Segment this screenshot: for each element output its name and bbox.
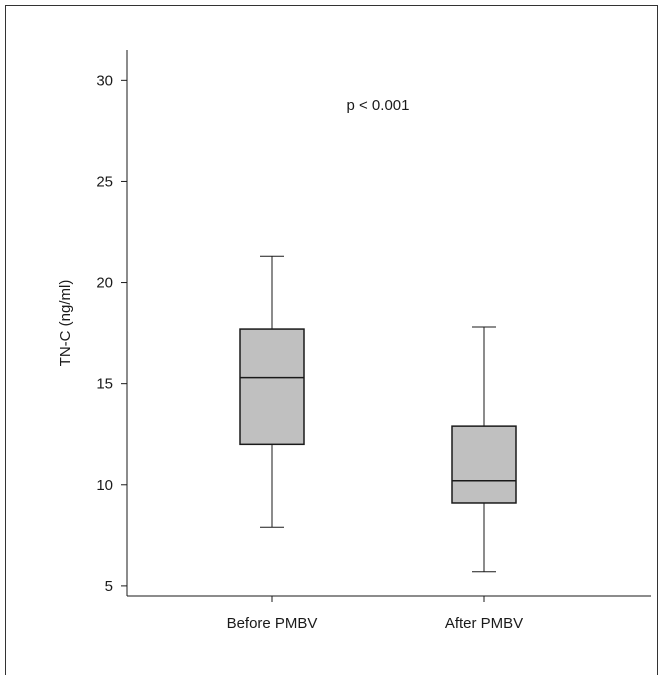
y-tick-label: 25 — [96, 173, 113, 190]
figure-frame — [5, 5, 658, 675]
iqr-box — [451, 425, 517, 504]
iqr-box — [239, 328, 305, 446]
x-tick-label: Before PMBV — [227, 615, 318, 632]
y-axis-title: TN-C (ng/ml) — [57, 280, 74, 367]
y-tick-label: 5 — [105, 578, 113, 595]
y-tick-label: 15 — [96, 376, 113, 393]
box-before-pmbv — [239, 255, 305, 528]
y-tick-label: 10 — [96, 477, 113, 494]
x-tick-label: After PMBV — [445, 615, 523, 632]
p-value-annotation: p < 0.001 — [347, 97, 410, 114]
y-tick-label: 30 — [96, 72, 113, 89]
y-tick-label: 20 — [96, 275, 113, 292]
box-after-pmbv — [451, 326, 517, 573]
box-marks — [239, 255, 517, 573]
axes: 5 10 15 20 25 30 Before PMBV After PMBV — [96, 50, 651, 632]
